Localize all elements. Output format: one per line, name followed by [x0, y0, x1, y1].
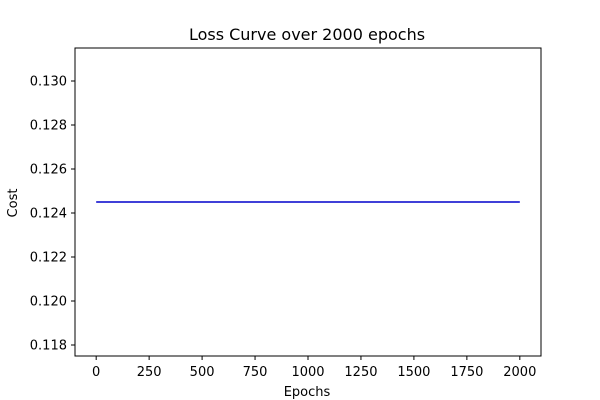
y-tick-label: 0.120	[30, 295, 67, 310]
x-tick-label: 750	[243, 365, 268, 380]
y-tick-label: 0.130	[30, 75, 67, 90]
y-tick-label: 0.126	[30, 163, 67, 178]
y-axis-label: Cost	[6, 189, 21, 218]
x-axis-label: Epochs	[284, 385, 331, 400]
axis-ticks: 0 250 500 750 1000 1250 1500 1750 2000 0.118 0.120…	[30, 75, 537, 381]
x-tick-label: 2000	[503, 365, 536, 380]
y-tick-label: 0.118	[30, 339, 67, 354]
x-tick-label: 0	[92, 365, 100, 380]
y-tick-label: 0.122	[30, 251, 67, 266]
x-tick-label: 250	[137, 365, 162, 380]
y-tick-label: 0.124	[30, 207, 67, 222]
x-tick-label: 500	[190, 365, 215, 380]
x-tick-label: 1500	[397, 365, 430, 380]
x-tick-label: 1000	[291, 365, 324, 380]
y-tick-label: 0.128	[30, 119, 67, 134]
x-tick-label: 1750	[450, 365, 483, 380]
x-tick-label: 1250	[344, 365, 377, 380]
chart-title: Loss Curve over 2000 epochs	[189, 25, 425, 44]
plot-area	[74, 47, 542, 357]
